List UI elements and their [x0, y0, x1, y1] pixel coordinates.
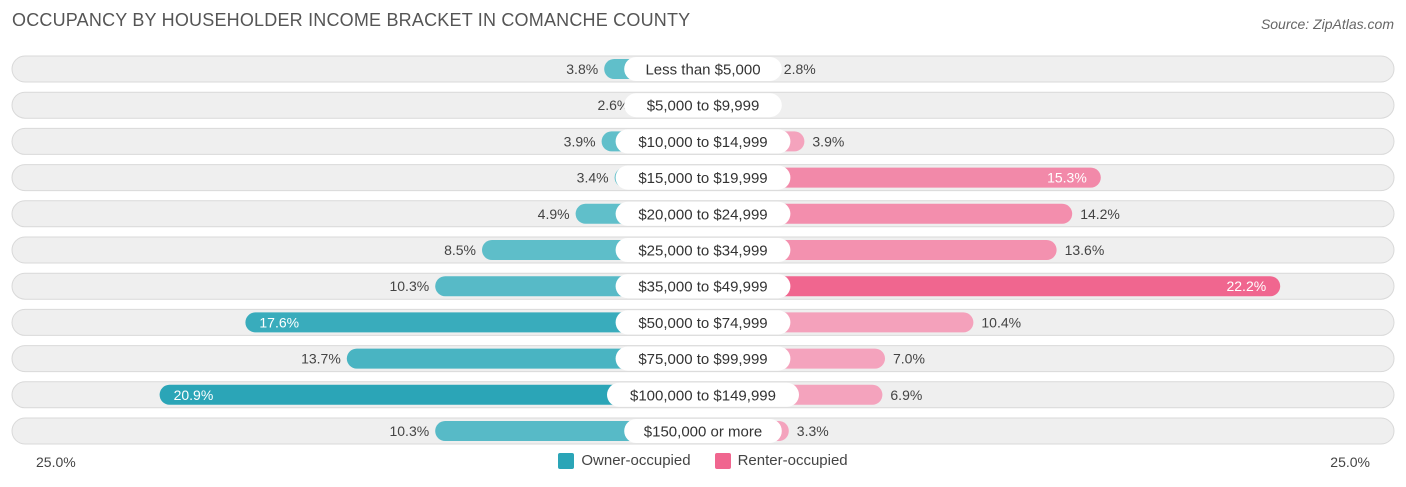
row-1: 2.6%0.32%$5,000 to $9,999: [11, 91, 1395, 119]
row-5: 8.5% 13.6% $25,000 to $34,999: [11, 236, 1395, 264]
category-label-background: [615, 274, 791, 299]
category-label-background: [615, 310, 791, 335]
row-0: 3.8% 2.8% Less than $5,000: [11, 55, 1395, 83]
category-label-background: [607, 382, 799, 407]
renter-value-label: 3.3%: [797, 423, 829, 439]
category-label-background: [615, 346, 791, 371]
renter-bar: [703, 167, 1101, 188]
owner-value-label: 13.7%: [301, 351, 341, 367]
axis-label-left: 25.0%: [36, 454, 76, 470]
owner-bar: [159, 384, 704, 405]
category-label: $5,000 to $9,999: [647, 98, 760, 115]
row-4: 4.9% 14.2% $20,000 to $24,999: [11, 200, 1395, 228]
row-3: 3.4% 15.3% $15,000 to $19,999: [11, 164, 1395, 192]
renter-value-label: 10.4%: [981, 314, 1021, 330]
legend: Owner-occupied Renter-occupied: [0, 452, 1406, 469]
legend-label-renter: Renter-occupied: [737, 452, 848, 469]
axis-label-right: 25.0%: [1330, 454, 1370, 470]
category-label: $150,000 or more: [644, 424, 762, 441]
owner-value-label: 2.6%: [597, 97, 629, 113]
category-label: $20,000 to $24,999: [638, 206, 767, 223]
category-label: $15,000 to $19,999: [638, 170, 767, 187]
owner-value-label: 3.9%: [564, 133, 596, 149]
owner-value-label: 4.9%: [538, 206, 570, 222]
renter-value-label: 2.8%: [784, 61, 816, 77]
chart-title: OCCUPANCY BY HOUSEHOLDER INCOME BRACKET …: [12, 10, 691, 30]
owner-value-label: 8.5%: [444, 242, 476, 258]
renter-value-label: 14.2%: [1080, 206, 1120, 222]
category-label-background: [615, 238, 791, 262]
renter-value-label: 13.6%: [1065, 242, 1105, 258]
row-10: 10.3% 3.3% $150,000 or more: [11, 417, 1395, 445]
owner-bar: [346, 348, 703, 369]
category-label-background: [624, 57, 782, 81]
category-label: $25,000 to $34,999: [638, 243, 767, 260]
category-label: $35,000 to $49,999: [638, 279, 767, 296]
renter-value-label: 7.0%: [893, 351, 925, 367]
owner-value-label: 20.9%: [174, 387, 214, 403]
row-2: 3.9% 3.9% $10,000 to $14,999: [11, 127, 1395, 155]
category-label: $100,000 to $149,999: [630, 387, 776, 404]
owner-value-label: 3.4%: [577, 170, 609, 186]
legend-swatch-owner: [558, 452, 575, 469]
owner-bar: [245, 312, 703, 333]
renter-value-label: 3.9%: [812, 133, 844, 149]
owner-value-label: 10.3%: [389, 423, 429, 439]
renter-bar: [703, 203, 1073, 224]
category-label: $10,000 to $14,999: [638, 134, 767, 151]
legend-swatch-renter: [714, 452, 731, 469]
owner-value-label: 3.8%: [566, 61, 598, 77]
legend-label-owner: Owner-occupied: [581, 452, 691, 469]
row-6: 10.3% 22.2% $35,000 to $49,999: [11, 272, 1395, 300]
row-7: 17.6% 10.4% $50,000 to $74,999: [11, 308, 1395, 336]
renter-bar: [703, 240, 1057, 260]
renter-value-label: 22.2%: [1226, 278, 1266, 294]
legend-item-owner[interactable]: Owner-occupied: [558, 452, 691, 469]
renter-bar: [703, 276, 1281, 297]
row-8: 13.7% 7.0% $75,000 to $99,999: [11, 345, 1395, 373]
category-label: $75,000 to $99,999: [638, 351, 767, 368]
category-label: Less than $5,000: [645, 62, 760, 79]
category-label: $50,000 to $74,999: [638, 315, 767, 332]
owner-value-label: 17.6%: [259, 314, 299, 330]
category-label-background: [615, 165, 791, 190]
legend-item-renter[interactable]: Renter-occupied: [714, 452, 848, 469]
row-9: 20.9% 6.9% $100,000 to $149,999: [11, 381, 1395, 409]
source-credit: Source: ZipAtlas.com: [1260, 16, 1394, 32]
category-label-background: [615, 129, 791, 154]
chart-plot-area: 3.8% 2.8% Less than $5,000 2.6%0.32%$5,000 …: [11, 55, 1395, 445]
renter-value-label: 15.3%: [1047, 170, 1087, 186]
category-label-background: [624, 93, 782, 118]
renter-value-label: 6.9%: [890, 387, 922, 403]
category-label-background: [624, 419, 782, 443]
category-label-background: [615, 201, 791, 226]
owner-value-label: 10.3%: [389, 278, 429, 294]
